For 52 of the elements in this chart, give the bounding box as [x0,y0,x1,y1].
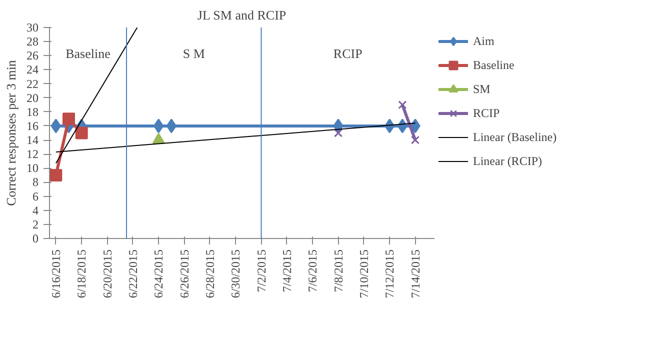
y-tick-label: 22 [26,76,38,91]
x-tick-label: 7/12/2015 [382,249,397,298]
y-tick-label: 24 [26,62,38,77]
point [398,100,407,110]
x-tick-label: 7/14/2015 [408,249,422,298]
x-tick-label: 6/24/2015 [152,249,166,298]
y-tick-label: 14 [26,133,38,148]
y-tick-label: 28 [26,34,38,49]
legend-label: Linear (RCIP) [473,154,542,168]
legend-label: SM [473,82,492,96]
x-tick-label: 6/30/2015 [228,249,243,298]
x-tick-label: 6/16/2015 [48,249,63,298]
legend-label: Linear (Baseline) [473,130,557,144]
y-tick-label: 30 [26,20,38,34]
point [410,118,420,134]
point [75,126,88,140]
y-tick-label: 20 [26,90,38,105]
y-tick-label: 16 [26,118,38,133]
point [50,118,61,134]
x-tick-label: 6/26/2015 [177,249,192,298]
legend-label: Aim [473,34,494,48]
x-tick-label: 6/28/2015 [202,249,217,298]
y-tick-label: 4 [32,203,38,218]
chart-title: JL SM and RCIP [197,8,286,22]
y-tick-label: 8 [32,175,38,190]
x-tick-label: 6/18/2015 [74,249,89,298]
y-tick-label: 12 [26,147,38,162]
x-tick-label: 7/2/2015 [254,249,268,292]
y-tick-label: 2 [32,217,38,232]
annotation: S M [182,46,206,61]
point [50,168,62,182]
y-tick-label: 6 [32,189,38,204]
x-tick-label: 6/22/2015 [126,249,140,298]
x-tick-label: 7/4/2015 [280,249,294,292]
y-axis-title: Correct responses per 3 min [4,60,18,206]
legend-label: Baseline [473,58,514,72]
x-tick-label: 7/6/2015 [306,249,320,292]
point [62,112,75,126]
y-tick-label: 10 [26,161,38,176]
x-tick-label: 7/10/2015 [356,249,371,298]
y-tick-label: 18 [26,104,38,119]
point [410,136,420,144]
y-tick-label: 26 [26,48,38,63]
point [166,118,176,134]
y-tick-label: 0 [32,232,38,246]
point [154,118,164,134]
annotation: Baseline [66,46,111,61]
x-tick-label: 6/20/2015 [100,249,114,298]
x-tick-label: 7/8/2015 [331,249,346,292]
point [334,128,343,138]
annotation: RCIP [333,46,362,61]
legend-label: RCIP [473,106,500,120]
